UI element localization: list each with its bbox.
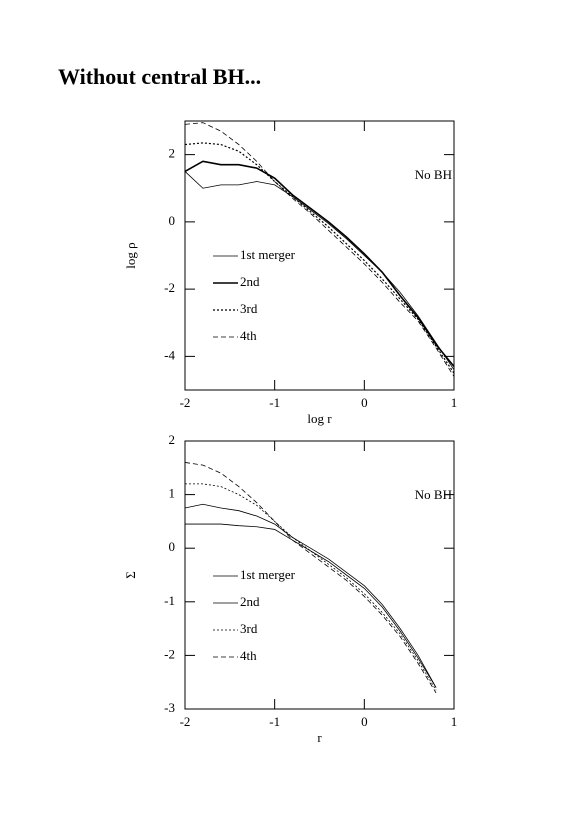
x-tick-label: 1 [451,395,458,410]
x-axis-label: r [317,730,322,745]
page-title: Without central BH... [58,64,261,89]
annotation: No BH [415,487,452,502]
legend-label: 4th [240,648,257,663]
x-tick-label: 1 [451,714,458,729]
y-tick-label: 2 [169,146,176,161]
y-tick-label: -2 [164,646,175,661]
y-tick-label: -1 [164,593,175,608]
legend-label: 3rd [240,301,258,316]
series-line [184,122,455,377]
legend-label: 2nd [240,274,260,289]
y-tick-label: 2 [169,432,176,447]
legend-label: 2nd [240,594,260,609]
series-line [185,483,437,691]
y-tick-label: 0 [169,213,176,228]
x-tick-label: -1 [269,714,280,729]
legend-label: 4th [240,328,257,343]
x-tick-label: -1 [269,395,280,410]
x-tick-label: 0 [361,714,368,729]
x-tick-label: -2 [180,714,191,729]
y-tick-label: -4 [164,347,175,362]
legend-label: 1st merger [240,247,296,262]
series-line [184,462,437,694]
y-axis-label: log ρ [123,242,138,268]
legend-label: 3rd [240,621,258,636]
y-tick-label: -2 [164,280,175,295]
plot-frame [184,440,455,710]
series-line [184,503,437,688]
y-axis-label: Σ [123,571,138,579]
series-line [184,142,455,374]
annotation: No BH [415,167,452,182]
y-tick-label: -3 [164,700,175,715]
y-tick-label: 0 [169,539,176,554]
series-line [184,171,455,371]
x-tick-label: -2 [180,395,191,410]
series-line [184,160,455,367]
plot-frame [184,120,455,391]
series-line [185,523,437,688]
x-tick-label: 0 [361,395,368,410]
legend-label: 1st merger [240,567,296,582]
y-tick-label: 1 [169,486,176,501]
x-axis-label: log r [307,411,332,426]
